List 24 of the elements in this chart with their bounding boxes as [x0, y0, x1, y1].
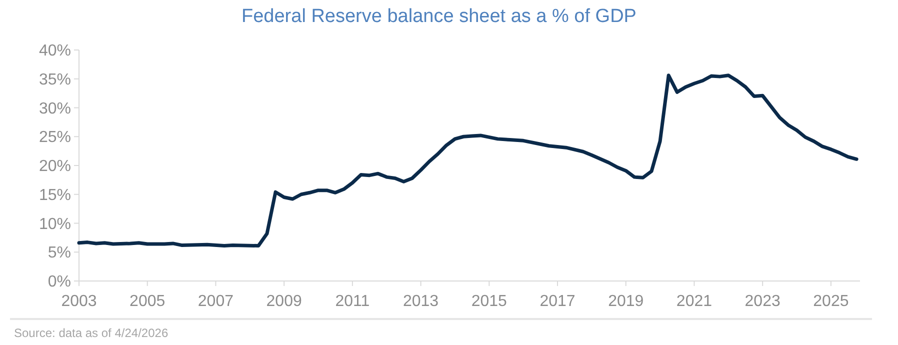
x-tick-label: 2025 — [813, 293, 849, 310]
y-tick-label: 40% — [38, 42, 71, 60]
x-tick-label: 2021 — [676, 293, 712, 310]
source-note: Source: data as of 4/24/2026 — [14, 326, 168, 340]
x-tick-label: 2023 — [744, 293, 780, 310]
x-tick-label: 2013 — [402, 293, 439, 310]
x-tick-label: 2011 — [335, 293, 370, 310]
y-tick-label: 5% — [48, 244, 71, 262]
x-tick-label: 2015 — [471, 293, 508, 310]
x-tick-label: 2019 — [608, 293, 644, 310]
y-tick-label: 0% — [48, 274, 71, 291]
y-tick-label: 35% — [38, 71, 71, 88]
x-tick-label: 2005 — [130, 293, 166, 310]
y-tick-label: 20% — [38, 158, 71, 176]
y-tick-label: 25% — [38, 129, 71, 146]
x-tick-label: 2017 — [540, 293, 576, 310]
chart-title: Federal Reserve balance sheet as a % of GDP — [242, 6, 636, 27]
y-tick-label: 10% — [38, 216, 71, 233]
y-tick-label: 30% — [38, 100, 71, 118]
x-tick-label: 2009 — [266, 293, 302, 310]
x-tick-label: 2007 — [198, 293, 234, 310]
line-series — [77, 74, 858, 248]
y-tick-label: 15% — [38, 186, 71, 204]
x-tick-label: 2003 — [61, 293, 97, 310]
